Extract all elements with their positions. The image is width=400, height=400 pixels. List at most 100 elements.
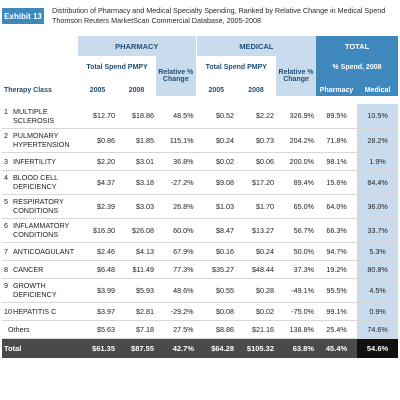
therapy-class-cell: 1 MULTIPLE SCLEROSIS <box>2 104 78 129</box>
row-number: 5 <box>4 197 8 206</box>
pharmacy-2008-cell: $3.03 <box>117 194 156 219</box>
pharmacy-change-cell: 26.8% <box>156 194 197 219</box>
table-row: 8 CANCER $6.48 $11.49 77.3% $35.27 $48.44 37.3%… <box>2 260 399 279</box>
pharmacy-2005-cell: $5.63 <box>78 320 117 339</box>
row-number: 4 <box>4 173 8 182</box>
table-row: 1 MULTIPLE SCLEROSIS $12.70 $18.86 48.5% $0.5… <box>2 104 399 129</box>
therapy-class-name: MULTIPLE SCLEROSIS <box>13 106 55 125</box>
medical-2008-cell: $0.06 <box>236 152 277 171</box>
pct-pharmacy-cell: 15.6% <box>316 170 358 195</box>
medical-2008-cell: $0.73 <box>236 128 277 153</box>
therapy-class-cell: Others <box>2 320 78 339</box>
header-md-2005: 2005 <box>195 78 237 96</box>
therapy-class-cell: 4 BLOOD CELL DEFICIENCY <box>2 170 78 195</box>
medical-2005-cell: $0.16 <box>195 242 237 261</box>
medical-change-cell: 200.0% <box>276 152 317 171</box>
row-number: 10 <box>4 306 12 316</box>
pct-pharmacy-cell: 66.3% <box>316 218 358 243</box>
pharmacy-change-cell: -29.2% <box>156 302 197 321</box>
pharmacy-change-cell: 36.8% <box>156 152 197 171</box>
table-row: 6 INFLAMMATORY CONDITIONS $16.30 $26.08 60.0… <box>2 218 399 243</box>
total-label: Total <box>2 338 78 358</box>
pct-pharmacy-cell: 99.1% <box>316 302 358 321</box>
spacer-row <box>2 96 398 104</box>
pct-medical-cell: 0.9% <box>357 302 399 321</box>
header-pharmacy-spend: Total Spend PMPY <box>78 56 156 78</box>
therapy-class-name: BLOOD CELL DEFICIENCY <box>13 173 58 191</box>
header-blank <box>2 56 78 78</box>
medical-2005-cell: $0.55 <box>195 278 237 303</box>
pharmacy-change-cell: 77.3% <box>156 260 197 279</box>
therapy-class-name: HEPATITIS C <box>13 306 57 316</box>
pct-pharmacy-cell: 64.0% <box>316 194 358 219</box>
medical-change-cell: 138.8% <box>276 320 317 339</box>
medical-change-cell: 326.9% <box>276 104 317 129</box>
medical-change-cell: 50.0% <box>276 242 317 261</box>
pharmacy-2005-cell: $4.37 <box>78 170 117 195</box>
pharmacy-2005-cell: $3.97 <box>78 302 117 321</box>
pct-pharmacy-cell: 98.1% <box>316 152 358 171</box>
total-row: Total $61.35 $87.55 42.7% $64.28 $105.32 63.8%… <box>2 338 399 358</box>
pharmacy-2008-cell: $26.08 <box>117 218 156 243</box>
exhibit-title: Distribution of Pharmacy and Medical Spe… <box>52 6 392 26</box>
row-number: 9 <box>4 281 8 290</box>
pharmacy-2005-cell: $2.39 <box>78 194 117 219</box>
row-number: 8 <box>4 264 8 274</box>
therapy-class-name: ANTICOAGULANT <box>13 246 75 256</box>
pct-medical-cell: 84.4% <box>357 170 399 195</box>
pharmacy-2005-cell: $2.20 <box>78 152 117 171</box>
header-ph-2008: 2008 <box>117 78 156 96</box>
therapy-class-cell: 9 GROWTH DEFICIENCY <box>2 278 78 303</box>
medical-change-cell: 37.3% <box>276 260 317 279</box>
pharmacy-change-cell: 60.0% <box>156 218 197 243</box>
header-col-pharmacy: Pharmacy <box>316 78 358 96</box>
pharmacy-2005-cell: $0.86 <box>78 128 117 153</box>
medical-2008-cell: $1.70 <box>236 194 277 219</box>
medical-2008-cell: $2.22 <box>236 104 277 129</box>
therapy-class-name: INFERTILITY <box>13 156 56 166</box>
row-number: 6 <box>4 221 8 230</box>
therapy-class-cell: 6 INFLAMMATORY CONDITIONS <box>2 218 78 243</box>
header-therapy-class: Therapy Class <box>2 78 78 96</box>
medical-2008-cell: $0.02 <box>236 302 277 321</box>
table-row: 4 BLOOD CELL DEFICIENCY $4.37 $3.18 -27.2% $9… <box>2 170 399 195</box>
pct-pharmacy-cell: 71.8% <box>316 128 358 153</box>
total-pharmacy-2005: $61.35 <box>78 338 117 358</box>
header-pharmacy: PHARMACY <box>78 36 197 56</box>
pharmacy-2008-cell: $3.01 <box>117 152 156 171</box>
medical-2008-cell: $17.20 <box>236 170 277 195</box>
table-row: Others $5.63 $7.18 27.5% $8.86 $21.16 138.8% 25… <box>2 320 399 339</box>
pct-medical-cell: 36.0% <box>357 194 399 219</box>
pct-medical-cell: 4.5% <box>357 278 399 303</box>
pharmacy-change-cell: 67.9% <box>156 242 197 261</box>
table-row: 2 PULMONARY HYPERTENSION $0.86 $1.85 115.1% $… <box>2 128 399 153</box>
header-pharmacy-change: Relative % Change <box>156 56 197 96</box>
pct-medical-cell: 10.5% <box>357 104 399 129</box>
therapy-class-name: CANCER <box>13 264 44 274</box>
pharmacy-change-cell: 115.1% <box>156 128 197 153</box>
pharmacy-2008-cell: $5.93 <box>117 278 156 303</box>
pharmacy-2005-cell: $12.70 <box>78 104 117 129</box>
header-blank <box>2 36 78 56</box>
therapy-class-name: RESPIRATORY CONDITIONS <box>13 197 64 215</box>
therapy-class-name: GROWTH DEFICIENCY <box>13 281 57 299</box>
pct-medical-cell: 1.9% <box>357 152 399 171</box>
medical-2005-cell: $1.03 <box>195 194 237 219</box>
exhibit-label: Exhibit 13 <box>2 8 44 24</box>
total-pharmacy-change: 42.7% <box>156 338 197 358</box>
medical-2005-cell: $0.02 <box>195 152 237 171</box>
medical-2008-cell: $13.27 <box>236 218 277 243</box>
therapy-class-cell: 7 ANTICOAGULANT <box>2 242 78 261</box>
pharmacy-2005-cell: $3.99 <box>78 278 117 303</box>
row-number: 3 <box>4 156 8 166</box>
header-pct-spend: % Spend, 2008 <box>316 56 399 78</box>
pct-medical-cell: 5.3% <box>357 242 399 261</box>
pharmacy-2008-cell: $1.85 <box>117 128 156 153</box>
table-row: 10HEPATITIS C $3.97 $2.81 -29.2% $0.08 $0.02-… <box>2 302 399 321</box>
header-medical-change: Relative % Change <box>276 56 317 96</box>
exhibit-header: Exhibit 13 Distribution of Pharmacy and … <box>0 0 400 34</box>
table-header: PHARMACY MEDICAL TOTAL Total Spend PMPY … <box>2 36 399 96</box>
pct-medical-cell: 80.8% <box>357 260 399 279</box>
pharmacy-2008-cell: $18.86 <box>117 104 156 129</box>
medical-change-cell: 56.7% <box>276 218 317 243</box>
